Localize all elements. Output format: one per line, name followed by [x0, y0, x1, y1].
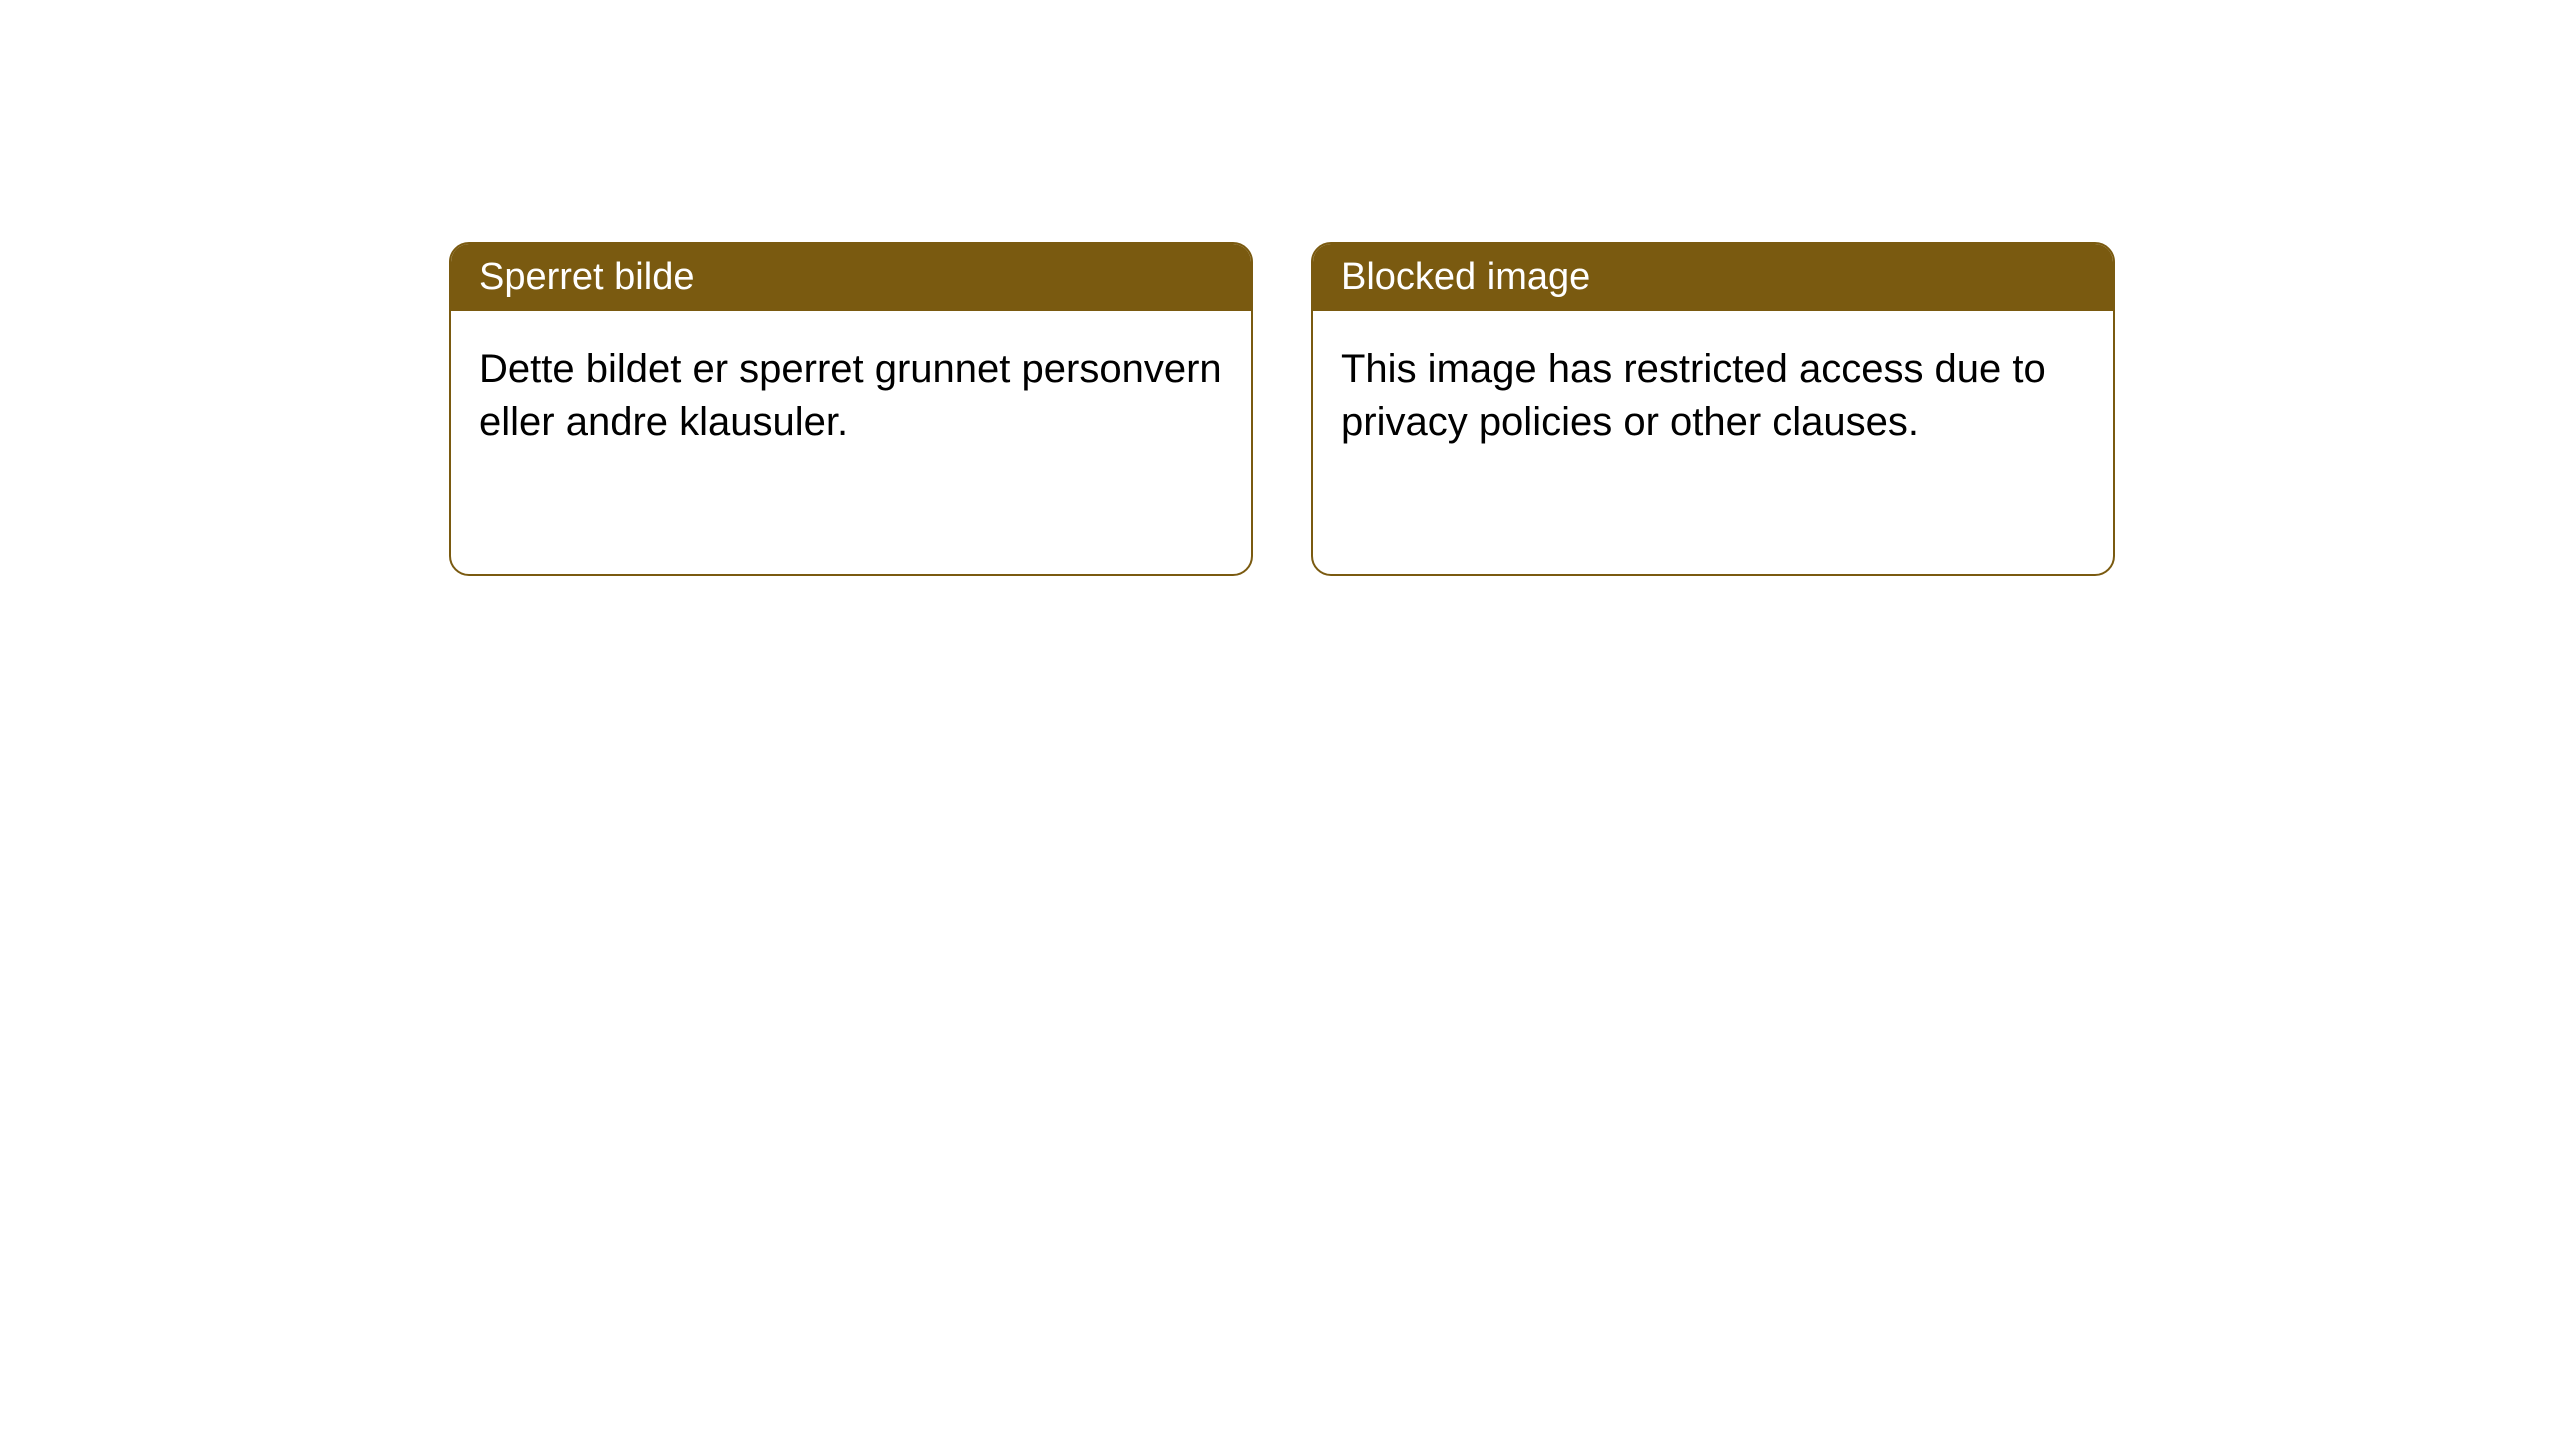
card-text-no: Dette bildet er sperret grunnet personve… — [479, 347, 1222, 444]
card-body-en: This image has restricted access due to … — [1313, 311, 2113, 481]
card-body-no: Dette bildet er sperret grunnet personve… — [451, 311, 1251, 481]
card-header-no: Sperret bilde — [451, 244, 1251, 311]
card-title-en: Blocked image — [1341, 256, 1590, 298]
card-title-no: Sperret bilde — [479, 256, 694, 298]
card-header-en: Blocked image — [1313, 244, 2113, 311]
notice-container: Sperret bilde Dette bildet er sperret gr… — [0, 0, 2560, 576]
blocked-image-card-en: Blocked image This image has restricted … — [1311, 242, 2115, 576]
card-text-en: This image has restricted access due to … — [1341, 347, 2046, 444]
blocked-image-card-no: Sperret bilde Dette bildet er sperret gr… — [449, 242, 1253, 576]
